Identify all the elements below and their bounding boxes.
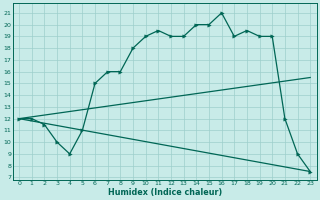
X-axis label: Humidex (Indice chaleur): Humidex (Indice chaleur) (108, 188, 222, 197)
